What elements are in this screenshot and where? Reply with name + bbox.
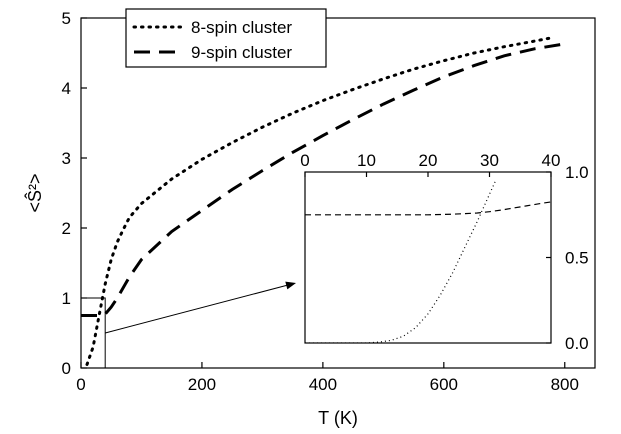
legend-label-9-spin: 9-spin cluster <box>191 43 292 62</box>
inset-plot: 0 10 20 30 40 0.0 0.5 1.0 <box>300 151 588 353</box>
legend-label-8-spin: 8-spin cluster <box>191 18 292 37</box>
zoom-arrow-line <box>105 284 289 334</box>
inset-x-tick-label: 40 <box>542 151 561 170</box>
main-plot-frame <box>80 17 596 369</box>
inset-y-tick-label: 0.5 <box>565 249 589 268</box>
zoom-arrowhead <box>285 281 296 290</box>
inset-background <box>305 172 551 343</box>
x-axis-title: T (K) <box>318 408 358 428</box>
y-tick-label: 5 <box>62 9 71 28</box>
inset-series-group <box>305 180 551 343</box>
y-tick-label: 0 <box>62 359 71 378</box>
y-tick-label: 3 <box>62 149 71 168</box>
inset-y-tick-label: 1.0 <box>565 163 589 182</box>
x-tick-label: 200 <box>188 375 216 394</box>
legend-box <box>125 8 327 68</box>
y-tick-label: 2 <box>62 219 71 238</box>
legend: 8-spin cluster 9-spin cluster <box>125 8 327 68</box>
main-series-1-line <box>81 42 566 317</box>
inset-y-tick-label: 0.0 <box>565 334 589 353</box>
inset-series-0-line <box>305 180 497 343</box>
main-series-group <box>81 36 566 366</box>
zoom-region-rect <box>80 297 106 369</box>
main-series-0-line <box>85 36 555 366</box>
inset-axis-ticks: 0 10 20 30 40 0.0 0.5 1.0 <box>300 151 588 353</box>
inset-x-tick-label: 30 <box>480 151 499 170</box>
x-tick-label: 400 <box>309 375 337 394</box>
x-tick-label: 800 <box>551 375 579 394</box>
inset-series-1-line <box>305 201 551 216</box>
y-axis-title: <Ŝ²> <box>24 173 45 212</box>
x-tick-label: 600 <box>430 375 458 394</box>
inset-x-tick-label: 20 <box>419 151 438 170</box>
inset-x-tick-label: 10 <box>357 151 376 170</box>
y-tick-label: 4 <box>62 79 71 98</box>
y-tick-label: 1 <box>62 289 71 308</box>
x-tick-label: 0 <box>76 375 85 394</box>
inset-x-tick-label: 0 <box>300 151 309 170</box>
